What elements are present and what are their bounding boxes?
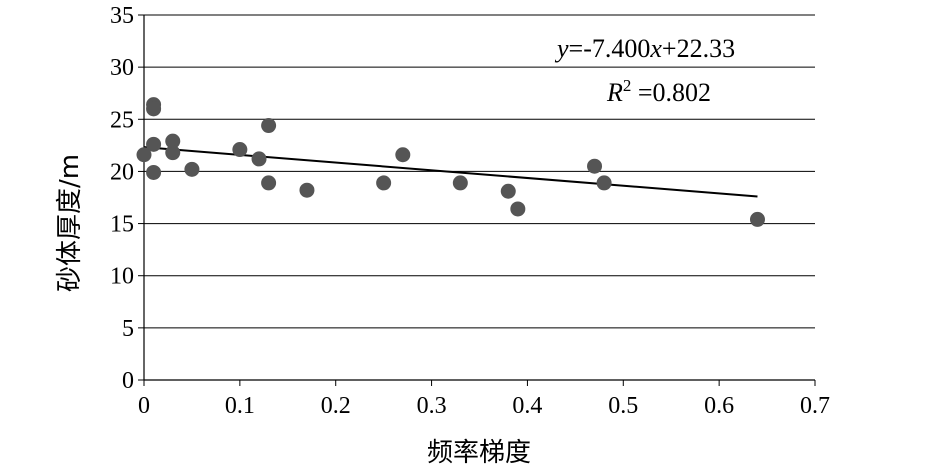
x-tick-label: 0.7 xyxy=(800,393,830,419)
x-tick-label: 0.1 xyxy=(225,393,255,419)
data-point xyxy=(452,175,468,191)
x-tick-label: 0.4 xyxy=(512,393,542,419)
data-point xyxy=(587,158,603,174)
y-tick-label: 25 xyxy=(110,107,134,133)
data-point xyxy=(251,151,267,167)
data-points xyxy=(136,97,765,227)
data-point xyxy=(165,133,181,149)
y-tick-label: 20 xyxy=(110,159,134,185)
regression-equation: y=-7.400x+22.33 xyxy=(554,34,735,63)
data-point xyxy=(146,136,162,152)
equation-x: x xyxy=(649,34,662,63)
data-point xyxy=(500,183,516,199)
r-superscript: 2 xyxy=(623,76,632,95)
data-point xyxy=(261,175,277,191)
data-point xyxy=(146,164,162,180)
y-tick-label: 0 xyxy=(122,368,134,394)
x-tick-label: 0.3 xyxy=(417,393,447,419)
equation-y: y xyxy=(554,34,569,63)
equation-intercept: +22.33 xyxy=(662,34,735,63)
data-point xyxy=(232,142,248,158)
data-point xyxy=(299,182,315,198)
grid-lines xyxy=(144,14,815,329)
y-axis-title: 砂体厚度/m xyxy=(55,154,85,292)
equation-coef: =-7.400 xyxy=(569,34,651,63)
data-point xyxy=(261,118,277,134)
x-tick-label: 0 xyxy=(138,393,150,419)
data-point xyxy=(376,175,392,191)
data-point xyxy=(749,211,765,227)
data-point xyxy=(395,147,411,163)
x-tick-label: 0.5 xyxy=(608,393,638,419)
data-point xyxy=(510,201,526,217)
x-tick-label: 0.6 xyxy=(704,393,734,419)
axes xyxy=(138,14,816,386)
y-tick-label: 15 xyxy=(110,212,134,238)
y-tick-labels: 0 5 10 15 20 25 30 35 xyxy=(110,3,134,394)
data-point xyxy=(184,161,200,177)
y-tick-label: 30 xyxy=(110,55,134,81)
r-symbol: R xyxy=(606,78,623,107)
data-point xyxy=(165,145,181,161)
x-tick-labels: 0 0.1 0.2 0.3 0.4 0.5 0.6 0.7 xyxy=(138,393,830,419)
y-tick-label: 10 xyxy=(110,264,134,290)
r-squared: R2 =0.802 xyxy=(606,76,711,107)
x-axis-title: 频率梯度 xyxy=(427,438,531,468)
trend-line xyxy=(143,146,758,198)
data-point xyxy=(596,175,612,191)
y-tick-label: 5 xyxy=(122,316,134,342)
data-point xyxy=(146,101,162,117)
y-tick-label: 35 xyxy=(110,3,134,29)
x-tick-label: 0.2 xyxy=(321,393,351,419)
data-point xyxy=(136,147,152,163)
r-squared-value: =0.802 xyxy=(631,78,711,107)
